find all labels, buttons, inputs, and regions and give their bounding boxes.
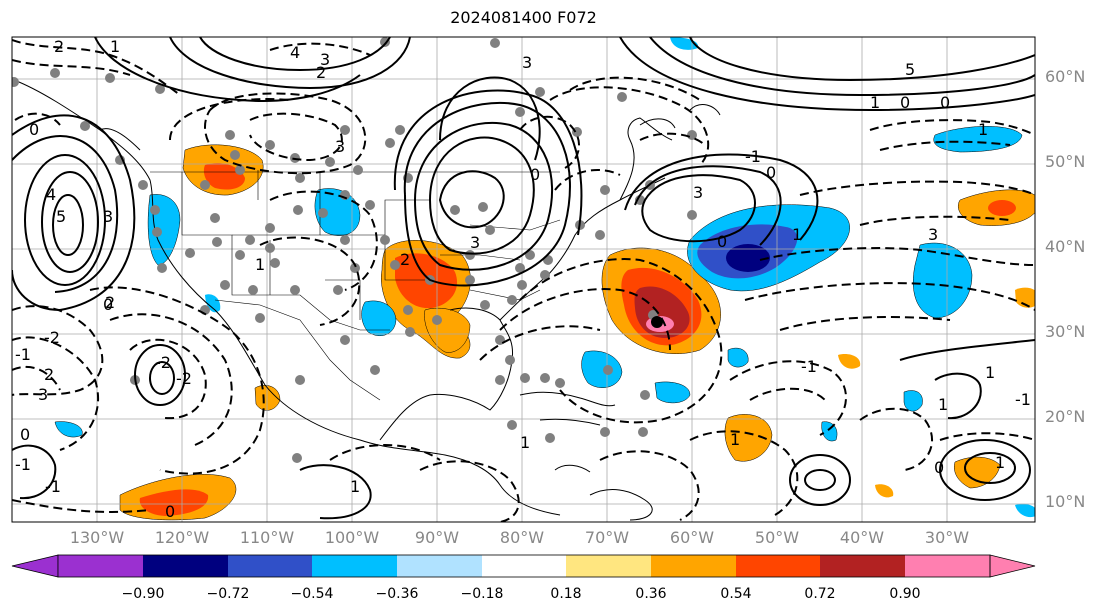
- map-title: 2024081400 F072: [450, 8, 597, 27]
- colorbar-segment: [143, 555, 228, 577]
- contour-label: 4: [46, 185, 56, 204]
- storm-center-marker: [651, 316, 663, 328]
- lon-label: 80°W: [499, 528, 545, 547]
- colorbar-segment: [228, 555, 312, 577]
- contour-label: -1: [745, 147, 761, 166]
- contour-label: 2: [400, 250, 410, 269]
- contour-label: 1: [520, 433, 530, 452]
- lat-label: 40°N: [1045, 237, 1086, 256]
- lon-label: 120°W: [154, 528, 210, 547]
- contour-label: 0: [766, 163, 776, 182]
- colorbar-tick-label: −0.36: [375, 586, 419, 602]
- contour-label: 0: [165, 502, 175, 521]
- contour-label: 1: [870, 93, 880, 112]
- contour-label: 2: [54, 37, 64, 56]
- lon-label: 130°W: [69, 528, 125, 547]
- contour-label: 3: [693, 183, 703, 202]
- lon-label: 100°W: [324, 528, 380, 547]
- contour-label: -1: [15, 345, 31, 364]
- lat-label: 60°N: [1045, 67, 1086, 86]
- colorbar-segment: [566, 555, 651, 577]
- contour-label: 3: [928, 225, 938, 244]
- contour-label: 3: [38, 385, 48, 404]
- contour-label: 0: [103, 295, 113, 314]
- contour-label: -2: [176, 369, 192, 388]
- colorbar-tick-label: −0.54: [290, 586, 334, 602]
- colorbar-segment: [651, 555, 736, 577]
- colorbar-tick-label: 0.72: [804, 586, 836, 602]
- contour-label: 0: [530, 165, 540, 184]
- colorbar-segment: [820, 555, 905, 577]
- lon-label: 70°W: [584, 528, 630, 547]
- colorbar-tick-label: 0.18: [550, 586, 582, 602]
- map-background: [12, 37, 1035, 522]
- colorbar-extend-low: [11, 554, 59, 578]
- contour-label: 2: [105, 293, 115, 312]
- contour-label: -1: [45, 477, 61, 496]
- contour-label: 4: [290, 43, 300, 62]
- contour-label: 5: [905, 60, 915, 79]
- contour-label: 1: [978, 120, 988, 139]
- lat-label: 20°N: [1045, 407, 1086, 426]
- contour-labels: 2 1 4 3 2 3 5 1 0 0 1 3 4 5 3 0 3 2 -1 0…: [15, 37, 1031, 521]
- contour-label: 3: [103, 207, 113, 226]
- solid-contours: [12, 37, 1035, 520]
- contour-label: 1: [938, 395, 948, 414]
- lat-label: 30°N: [1045, 322, 1086, 341]
- lat-label: 10°N: [1045, 492, 1086, 511]
- colorbar-tick-label: −0.72: [206, 586, 250, 602]
- contour-label: 1: [350, 477, 360, 496]
- contour-label: 1: [255, 255, 265, 274]
- contour-label: 3: [335, 137, 345, 156]
- colorbar: [11, 554, 1036, 578]
- colorbar-segment: [736, 555, 820, 577]
- contour-label: 0: [934, 458, 944, 477]
- lon-label: 50°W: [754, 528, 800, 547]
- colorbar-segment: [905, 555, 990, 577]
- lon-label: 30°W: [924, 528, 970, 547]
- lon-label: 110°W: [239, 528, 295, 547]
- contour-label: 3: [470, 233, 480, 252]
- colorbar-segment: [397, 555, 482, 577]
- contour-label: 0: [940, 93, 950, 112]
- station-markers: [12, 37, 697, 463]
- lon-label: 90°W: [414, 528, 460, 547]
- map-frame: [11, 36, 1036, 523]
- lon-label: 60°W: [669, 528, 715, 547]
- contour-label: -1: [15, 455, 31, 474]
- contour-label: 0: [900, 93, 910, 112]
- colorbar-tick-label: 0.90: [889, 586, 921, 602]
- contour-label: 0: [20, 425, 30, 444]
- contour-label: 1: [792, 225, 802, 244]
- contour-label: 2: [316, 63, 326, 82]
- colorbar-segment: [312, 555, 397, 577]
- lon-label: 40°W: [839, 528, 885, 547]
- lat-label: 50°N: [1045, 152, 1086, 171]
- contour-label: -1: [801, 357, 817, 376]
- colorbar-segment: [482, 555, 566, 577]
- contour-label: 5: [56, 207, 66, 226]
- colorbar-segment: [58, 555, 143, 577]
- contour-label: -1: [1015, 390, 1031, 409]
- colorbar-tick-label: 0.54: [720, 586, 752, 602]
- colorbar-tick-label: 0.36: [635, 586, 667, 602]
- contour-label: 0: [717, 232, 727, 251]
- anomaly-shading: [54, 37, 1035, 521]
- contour-label: 1: [730, 430, 740, 449]
- colorbar-tick-label: −0.90: [121, 586, 165, 602]
- contour-label: -2: [44, 328, 60, 347]
- contour-label: 2: [44, 365, 54, 384]
- colorbar-tick-label: −0.18: [460, 586, 504, 602]
- contour-label: 1: [110, 37, 120, 56]
- contour-label: -2: [155, 353, 171, 372]
- contour-label: 1: [995, 453, 1005, 472]
- dashed-contours: [12, 39, 1035, 522]
- contour-label: 3: [320, 50, 330, 69]
- contour-label: 3: [522, 53, 532, 72]
- contour-label: 1: [985, 363, 995, 382]
- colorbar-extend-high: [989, 554, 1036, 578]
- contour-label: 0: [29, 120, 39, 139]
